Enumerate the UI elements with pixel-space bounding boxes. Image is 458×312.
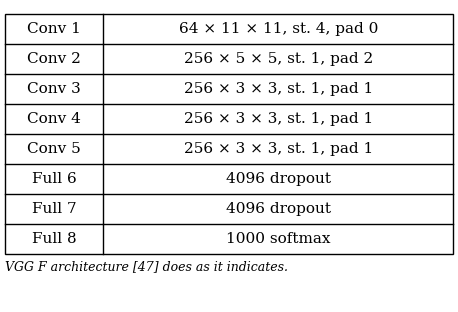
Text: 64 × 11 × 11, st. 4, pad 0: 64 × 11 × 11, st. 4, pad 0 bbox=[179, 22, 378, 36]
Text: Full 6: Full 6 bbox=[32, 172, 76, 186]
Text: 256 × 3 × 3, st. 1, pad 1: 256 × 3 × 3, st. 1, pad 1 bbox=[184, 142, 373, 156]
Text: Conv 4: Conv 4 bbox=[27, 112, 81, 126]
Text: 4096 dropout: 4096 dropout bbox=[226, 202, 331, 216]
Text: Conv 1: Conv 1 bbox=[27, 22, 81, 36]
Text: Full 8: Full 8 bbox=[32, 232, 76, 246]
Text: 256 × 3 × 3, st. 1, pad 1: 256 × 3 × 3, st. 1, pad 1 bbox=[184, 82, 373, 96]
Text: Conv 2: Conv 2 bbox=[27, 52, 81, 66]
Bar bbox=[5, 14, 453, 254]
Text: Conv 5: Conv 5 bbox=[27, 142, 81, 156]
Text: 4096 dropout: 4096 dropout bbox=[226, 172, 331, 186]
Text: Conv 3: Conv 3 bbox=[27, 82, 81, 96]
Text: 256 × 3 × 3, st. 1, pad 1: 256 × 3 × 3, st. 1, pad 1 bbox=[184, 112, 373, 126]
Text: 256 × 5 × 5, st. 1, pad 2: 256 × 5 × 5, st. 1, pad 2 bbox=[184, 52, 373, 66]
Text: 1000 softmax: 1000 softmax bbox=[226, 232, 331, 246]
Text: Full 7: Full 7 bbox=[32, 202, 76, 216]
Text: VGG F architecture [47] does as it indicates.: VGG F architecture [47] does as it indic… bbox=[5, 261, 288, 274]
